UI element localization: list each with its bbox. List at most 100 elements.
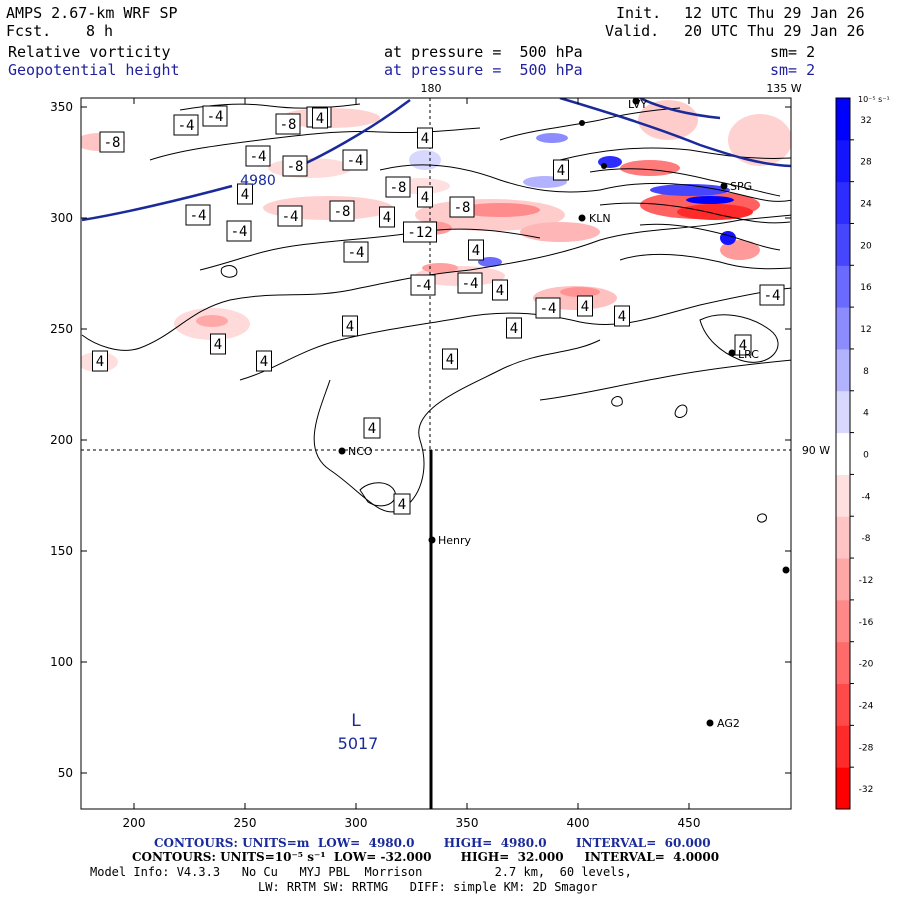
contour-label: 4	[421, 131, 429, 147]
colorbar-swatch	[836, 181, 850, 224]
contour-label: -8	[390, 180, 407, 196]
contour-label-box	[210, 333, 226, 355]
contour-label-box	[759, 284, 785, 306]
contour-label: 4	[557, 163, 565, 179]
field1-smooth: sm= 2	[770, 43, 816, 61]
contour-label: -4	[540, 301, 557, 317]
x-tick-label: 450	[678, 816, 701, 830]
contour-label: 4	[581, 299, 589, 315]
colorbar-label: -8	[862, 534, 871, 544]
contour-label: -8	[334, 204, 351, 220]
contour-label-box	[535, 297, 561, 319]
colorbar-swatch	[836, 390, 850, 434]
contour-label-box	[343, 241, 369, 263]
lon-label-135w: 135 W	[766, 82, 801, 95]
contour-label-box	[312, 107, 328, 129]
lon-label-90w: 90 W	[802, 444, 830, 457]
colorbar-label: -16	[859, 618, 874, 628]
contour-label: 4	[316, 111, 324, 127]
colorbar-label: 32	[860, 116, 871, 126]
contour-label-box	[734, 334, 752, 356]
station-label: SPG	[730, 180, 752, 193]
contour-label: 4	[618, 309, 626, 325]
contour-label: -12	[407, 225, 432, 241]
contour-label-box	[342, 315, 358, 337]
contour-label: 4	[472, 243, 480, 259]
contour-label-box	[202, 105, 228, 127]
contour-label: -4	[347, 153, 364, 169]
x-tick-label: 300	[345, 816, 368, 830]
colorbar-label: -4	[862, 492, 871, 502]
colorbar-label: 24	[860, 200, 872, 210]
contour-label: -8	[287, 159, 304, 175]
contour-label: -4	[178, 118, 195, 134]
station-marker	[428, 536, 436, 544]
station-marker	[632, 97, 640, 105]
contour-label-box	[442, 348, 458, 370]
contour-label: 4	[383, 210, 391, 226]
colorbar-swatch	[836, 98, 850, 141]
contour-label-box	[379, 206, 395, 228]
contour-label-box	[185, 204, 211, 226]
field2-pressure: at pressure = 500 hPa	[384, 61, 583, 79]
init-value: 12 UTC Thu 29 Jan 26	[684, 4, 865, 22]
contour-label-box	[275, 113, 301, 135]
station-marker	[720, 182, 728, 190]
y-tick-label: 150	[50, 544, 73, 558]
contour-label-box	[329, 200, 355, 222]
colorbar-label: -20	[859, 660, 874, 670]
contour-label: 4	[241, 187, 249, 203]
plot-frame	[80, 97, 792, 810]
y-tick-label: 50	[58, 766, 73, 780]
y-tick-label: 350	[50, 100, 73, 114]
station-marker	[338, 447, 346, 455]
contour-label: -4	[764, 288, 781, 304]
station-marker	[706, 719, 714, 727]
low-symbol: L	[351, 711, 361, 731]
lon-label-180: 180	[421, 82, 442, 95]
station-label: NCO	[348, 445, 373, 458]
station-label: AG2	[717, 717, 740, 730]
field2-smooth: sm= 2	[770, 61, 816, 79]
fcst-value: 8 h	[86, 22, 114, 40]
footer-model-info: Model Info: V4.3.3 No Cu MYJ PBL Morriso…	[90, 865, 632, 879]
axis-labels: 200 250 300 350 400 450 350 300 250 200 …	[50, 82, 830, 830]
contour-label: -4	[282, 209, 299, 225]
contour-label-box	[506, 317, 522, 339]
contour-label-box	[577, 295, 593, 317]
x-tick-label: 400	[567, 816, 590, 830]
contour-label: 4	[214, 337, 222, 353]
contour-label: -4	[250, 149, 267, 165]
vorticity-contours	[81, 103, 791, 523]
colorbar-swatch	[836, 683, 850, 726]
station-marker	[601, 163, 607, 169]
footer-vorticity-contours: CONTOURS: UNITS=10⁻⁵ s⁻¹ LOW= -32.000 HI…	[132, 850, 720, 864]
contour-label-box	[457, 272, 483, 294]
valid-value: 20 UTC Thu 29 Jan 26	[684, 22, 865, 40]
colorbar-label: 12	[860, 325, 871, 335]
height-contour-label: 4980	[240, 173, 276, 189]
contour-label-box	[92, 350, 108, 372]
model-title: AMPS 2.67-km WRF SP	[6, 4, 178, 22]
contour-label-box	[393, 493, 411, 515]
colorbar-swatch	[836, 558, 850, 601]
colorbar-swatch	[836, 307, 850, 350]
valid-label: Valid.	[605, 22, 660, 40]
field1-pressure: at pressure = 500 hPa	[384, 43, 583, 61]
contour-label: 4	[368, 421, 376, 437]
colorbar-swatch	[836, 599, 850, 643]
contour-label: -8	[280, 117, 297, 133]
y-tick-label: 200	[50, 433, 73, 447]
contour-label-box	[237, 183, 253, 205]
contour-label: -4	[190, 208, 207, 224]
contour-label-box	[553, 159, 569, 181]
contour-label: 4	[96, 354, 104, 370]
x-tick-label: 350	[456, 816, 479, 830]
contour-label-box	[363, 417, 381, 439]
colorbar-swatch	[836, 348, 850, 392]
contour-label: -4	[207, 109, 224, 125]
footer-height-contours: CONTOURS: UNITS=m LOW= 4980.0 HIGH= 4980…	[154, 836, 711, 850]
colorbar-swatch	[836, 641, 850, 685]
x-tick-label: 250	[234, 816, 257, 830]
contour-label-box	[277, 205, 303, 227]
